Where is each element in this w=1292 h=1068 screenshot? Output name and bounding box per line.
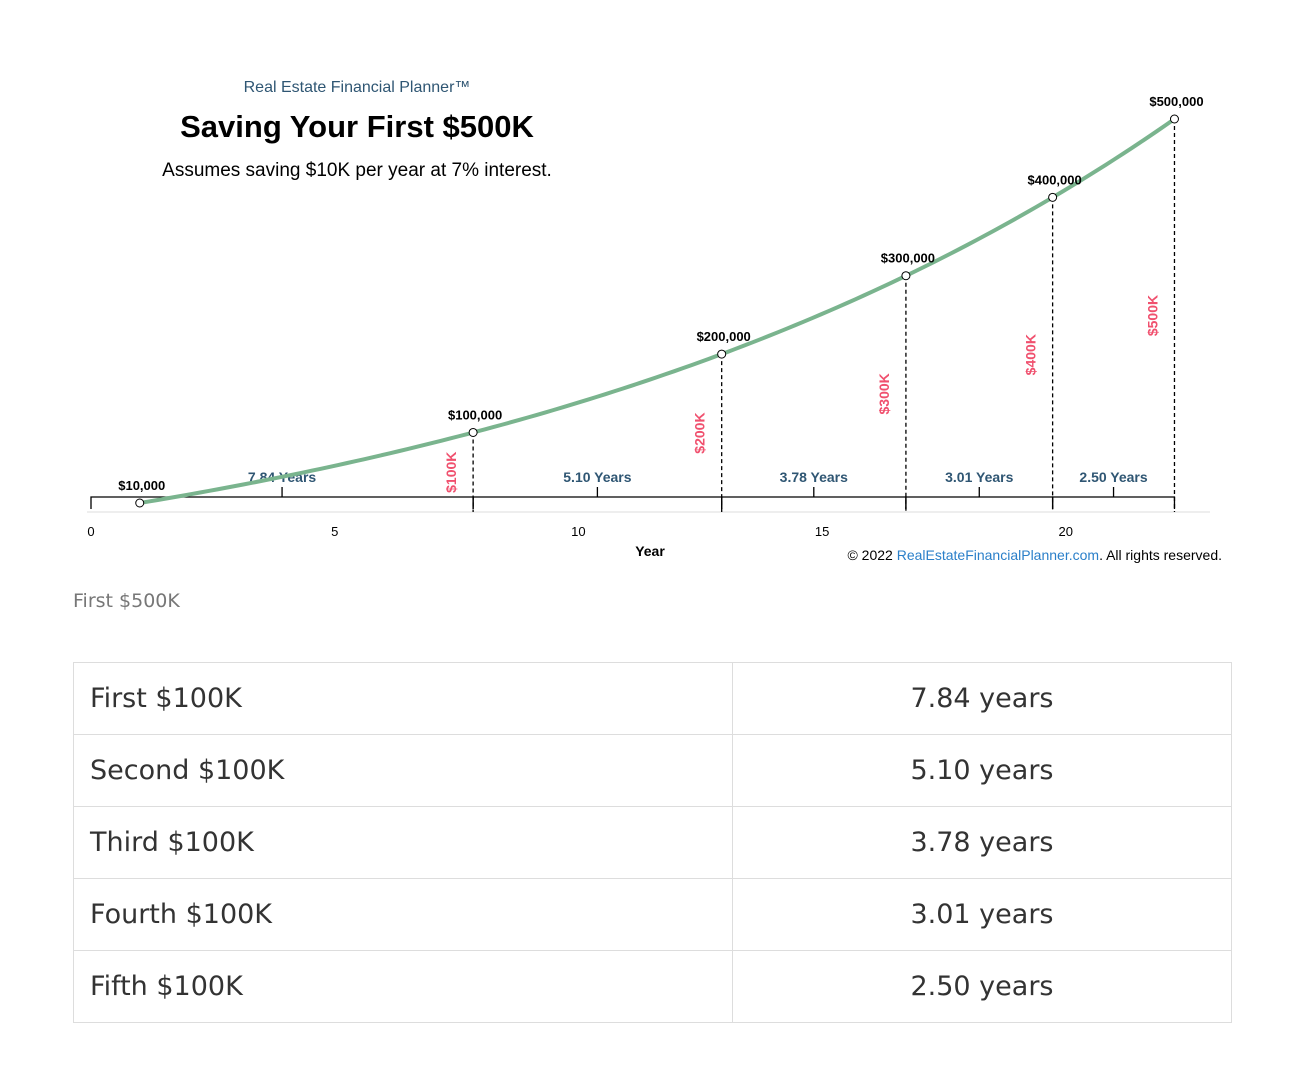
data-point: [901, 271, 911, 281]
milestone-marker-label: $400K: [1023, 334, 1039, 375]
chart-subtitle: Assumes saving $10K per year at 7% inter…: [162, 160, 552, 181]
row-value: 3.01 years: [732, 878, 1232, 951]
x-tick-label: 15: [815, 524, 829, 539]
milestone-marker-label: $100K: [443, 452, 459, 493]
data-point: [717, 349, 727, 359]
x-tick-label: 10: [571, 524, 585, 539]
chart-title: Saving Your First $500K: [180, 109, 534, 144]
table-row: First $100K 7.84 years: [73, 662, 1232, 735]
table-row: Fifth $100K 2.50 years: [73, 950, 1232, 1023]
figure-caption: First $500K: [73, 590, 180, 612]
table-row: Second $100K 5.10 years: [73, 734, 1232, 807]
row-value: 2.50 years: [732, 950, 1232, 1023]
savings-chart: Real Estate Financial Planner™ Saving Yo…: [87, 79, 1222, 563]
data-point-label: $100,000: [448, 407, 502, 422]
data-point: [1169, 114, 1179, 124]
copyright-link[interactable]: RealEstateFinancialPlanner.com: [897, 547, 1099, 563]
table-row: Third $100K 3.78 years: [73, 806, 1232, 879]
milestone-marker-label: $200K: [692, 412, 708, 453]
data-point: [1048, 192, 1058, 202]
copyright-notice: © 2022 RealEstateFinancialPlanner.com. A…: [847, 547, 1222, 563]
row-label: Fifth $100K: [73, 950, 733, 1023]
x-tick-label: 0: [87, 524, 94, 539]
x-tick-label: 5: [331, 524, 338, 539]
interval-label: 2.50 Years: [1079, 469, 1147, 485]
row-value: 7.84 years: [732, 662, 1232, 735]
interval-label: 3.78 Years: [780, 469, 848, 485]
data-point-label: $10,000: [118, 478, 165, 493]
interval-label: 5.10 Years: [563, 469, 631, 485]
data-point-label: $200,000: [697, 329, 751, 344]
data-point-label: $400,000: [1028, 172, 1082, 187]
row-label: Third $100K: [73, 806, 733, 879]
row-label: Second $100K: [73, 734, 733, 807]
savings-line: [137, 117, 1177, 505]
data-point-label: $300,000: [881, 251, 935, 266]
row-value: 5.10 years: [732, 734, 1232, 807]
copyright-prefix: © 2022: [847, 547, 896, 563]
interval-brace: [905, 487, 1054, 509]
interval-brace: [1051, 487, 1176, 509]
x-axis-label: Year: [635, 543, 665, 559]
row-label: Fourth $100K: [73, 878, 733, 951]
interval-label: 3.01 Years: [945, 469, 1013, 485]
x-tick-label: 20: [1059, 524, 1073, 539]
row-value: 3.78 years: [732, 806, 1232, 879]
plot-area: 0 5 10 15 207.84 Years 5.10 Years 3.78 Years 3.…: [87, 94, 1210, 539]
milestone-marker-label: $300K: [876, 373, 892, 414]
data-point: [468, 427, 478, 437]
chart-figure: Real Estate Financial Planner™ Saving Yo…: [87, 79, 1222, 563]
copyright-suffix: . All rights reserved.: [1099, 547, 1222, 563]
data-point-label: $500,000: [1149, 94, 1203, 109]
milestone-marker-label: $500K: [1144, 295, 1160, 336]
row-label: First $100K: [73, 662, 733, 735]
interval-brace: [472, 487, 723, 509]
interval-brace: [721, 487, 907, 509]
data-point: [135, 498, 145, 508]
milestone-table: First $100K 7.84 years Second $100K 5.10…: [73, 662, 1232, 1023]
table-row: Fourth $100K 3.01 years: [73, 878, 1232, 951]
chart-brand: Real Estate Financial Planner™: [244, 79, 471, 96]
